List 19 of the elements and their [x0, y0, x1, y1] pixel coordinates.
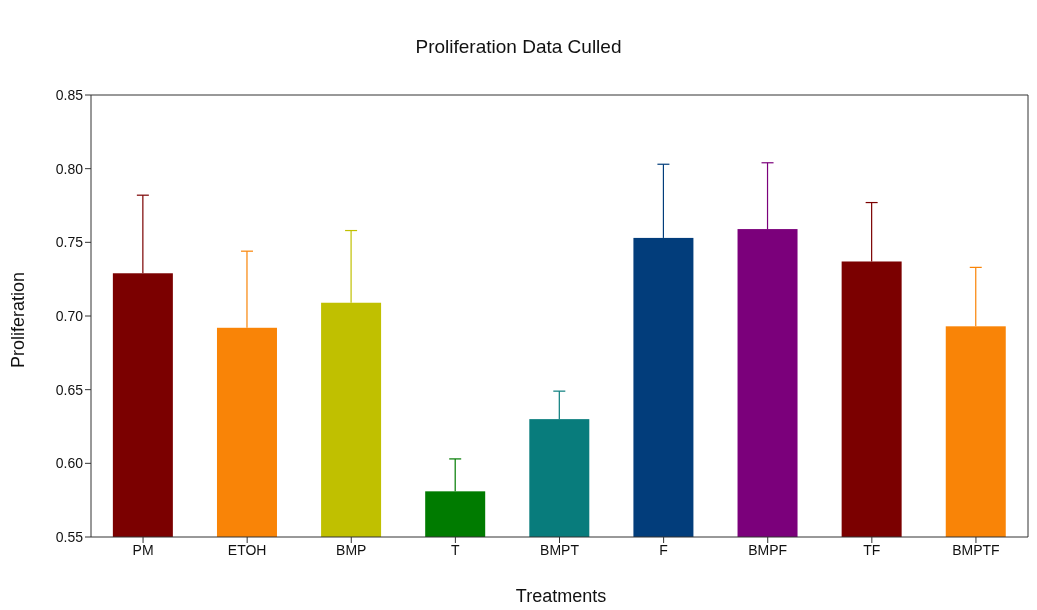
y-tick-label: 0.85 [55, 86, 84, 103]
y-tick-label: 0.55 [55, 528, 84, 545]
x-tick-label: TF [863, 541, 881, 558]
y-axis-title: Proliferation [7, 271, 29, 369]
y-tick-label: 0.60 [55, 455, 84, 472]
x-tick-label: PM [132, 541, 154, 558]
x-tick-label: ETOH [227, 541, 267, 558]
x-tick-label: F [659, 541, 668, 558]
y-tick-label: 0.65 [55, 381, 84, 398]
y-tick-label: 0.80 [55, 160, 84, 177]
y-tick-label: 0.70 [55, 307, 84, 324]
x-axis-title: Treatments [514, 586, 608, 604]
x-tick-label: BMP [336, 541, 367, 558]
x-tick-label: BMPTF [952, 541, 1000, 558]
x-tick-label: BMPF [748, 541, 788, 558]
chart-title: Proliferation Data Culled [414, 36, 623, 58]
x-tick-label: BMPT [540, 541, 580, 558]
y-tick-label: 0.75 [55, 234, 84, 251]
x-tick-label: T [451, 541, 461, 558]
